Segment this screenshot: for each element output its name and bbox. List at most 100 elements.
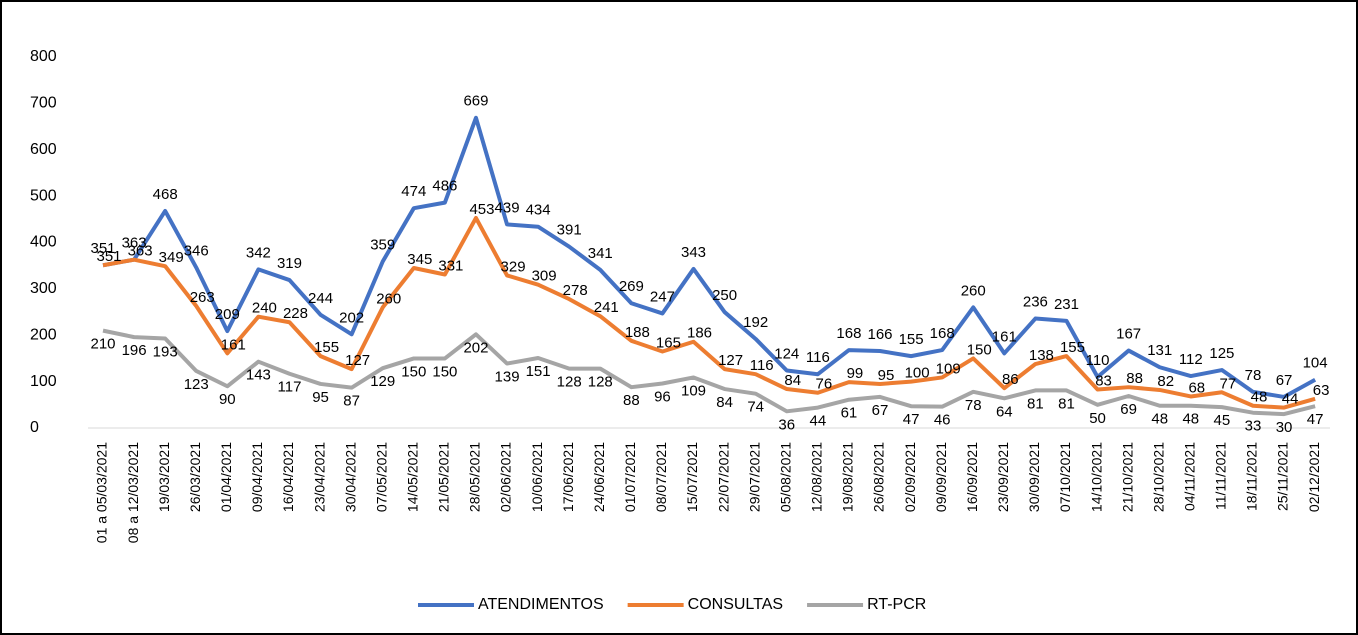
x-tick-label: 16/04/2021 [280, 442, 296, 512]
data-label: 48 [1151, 411, 1168, 428]
x-tick-label: 29/07/2021 [746, 442, 762, 512]
data-label: 202 [463, 339, 488, 356]
data-label: 351 [90, 240, 115, 257]
data-label: 155 [314, 339, 339, 356]
data-label: 81 [1058, 395, 1075, 412]
data-label: 110 [1086, 352, 1110, 369]
data-label: 341 [588, 245, 613, 262]
x-tick-label: 30/04/2021 [342, 442, 358, 512]
data-label: 74 [747, 399, 764, 416]
x-tick-label: 21/10/2021 [1119, 442, 1135, 512]
data-label: 69 [1120, 401, 1137, 418]
data-label: 192 [743, 314, 768, 331]
x-tick-label: 30/09/2021 [1026, 442, 1042, 512]
x-tick-label: 18/11/2021 [1244, 442, 1260, 511]
data-label: 139 [495, 369, 520, 386]
data-label: 342 [246, 244, 271, 261]
data-label: 196 [122, 342, 147, 359]
legend-label: ATENDIMENTOS [478, 596, 604, 613]
series-line [102, 328, 1316, 417]
data-label: 124 [774, 345, 799, 362]
legend-item: ATENDIMENTOS [418, 596, 604, 613]
data-label: 345 [407, 251, 432, 268]
x-tick-label: 24/06/2021 [591, 442, 607, 512]
data-label: 247 [650, 288, 675, 305]
x-tick-label: 16/09/2021 [964, 442, 980, 512]
data-label: 391 [557, 222, 582, 239]
data-label: 116 [806, 349, 830, 366]
x-tick-label: 28/10/2021 [1150, 442, 1166, 512]
x-tick-label: 02/06/2021 [498, 442, 514, 512]
data-label: 150 [401, 363, 426, 380]
data-label: 260 [376, 290, 401, 307]
data-label: 48 [1182, 411, 1199, 428]
data-label: 46 [934, 412, 951, 429]
data-label: 127 [718, 352, 743, 369]
data-label: 309 [532, 268, 557, 285]
data-label: 474 [401, 183, 426, 200]
y-tick-label: 400 [30, 234, 57, 251]
data-label: 278 [563, 282, 588, 299]
data-label: 131 [1147, 342, 1172, 359]
data-label: 96 [654, 388, 671, 405]
data-label: 123 [184, 376, 209, 393]
data-label: 166 [867, 326, 892, 343]
x-tick-label: 05/08/2021 [777, 442, 793, 512]
x-tick-label: 09/04/2021 [249, 442, 265, 512]
data-label: 349 [159, 249, 184, 266]
data-label: 236 [1023, 294, 1048, 311]
data-label: 329 [501, 258, 526, 275]
x-tick-label: 14/10/2021 [1088, 442, 1104, 512]
x-tick-label: 15/07/2021 [684, 442, 700, 512]
data-label: 88 [623, 392, 640, 409]
data-label: 161 [221, 336, 246, 353]
data-label: 231 [1054, 296, 1079, 313]
x-tick-label: 19/03/2021 [156, 442, 172, 512]
data-label: 129 [370, 373, 395, 390]
data-label: 669 [463, 93, 488, 110]
data-label: 112 [1179, 351, 1203, 368]
data-label: 151 [526, 363, 551, 380]
data-label: 150 [967, 341, 992, 358]
data-label: 116 [750, 357, 774, 374]
data-label: 104 [1303, 355, 1328, 372]
x-tick-label: 04/11/2021 [1182, 442, 1198, 511]
data-label: 167 [1116, 326, 1141, 343]
data-label: 90 [219, 391, 236, 408]
data-label: 44 [1282, 391, 1299, 408]
y-tick-label: 100 [30, 373, 57, 390]
data-label: 30 [1276, 419, 1293, 436]
data-label: 95 [878, 367, 895, 384]
data-label: 186 [687, 325, 712, 342]
data-label: 128 [557, 374, 582, 391]
x-tick-label: 26/03/2021 [187, 442, 203, 512]
data-label: 363 [128, 243, 153, 260]
y-tick-label: 200 [30, 326, 57, 343]
data-label: 250 [712, 287, 737, 304]
x-tick-label: 08/07/2021 [653, 442, 669, 512]
y-tick-label: 800 [30, 48, 57, 65]
data-label: 351 [96, 248, 121, 265]
y-tick-label: 600 [30, 141, 57, 158]
x-tick-label: 22/07/2021 [715, 442, 731, 512]
data-label: 68 [1188, 379, 1205, 396]
data-label: 33 [1245, 418, 1262, 435]
x-tick-label: 12/08/2021 [809, 442, 825, 512]
y-tick-label: 700 [30, 95, 57, 112]
data-label: 125 [1209, 345, 1234, 362]
data-label: 269 [619, 278, 644, 295]
data-label: 84 [784, 372, 801, 389]
data-label: 86 [1002, 371, 1019, 388]
x-tick-label: 11/11/2021 [1213, 442, 1229, 510]
data-label: 64 [996, 403, 1013, 420]
x-tick-label: 08 a 12/03/2021 [125, 442, 141, 543]
data-label: 346 [184, 243, 209, 260]
data-label: 117 [278, 379, 302, 396]
x-tick-label: 28/05/2021 [467, 442, 483, 512]
x-tick-label: 09/09/2021 [933, 442, 949, 512]
x-tick-label: 23/09/2021 [995, 442, 1011, 512]
data-label: 155 [1060, 339, 1085, 356]
data-label: 439 [495, 199, 520, 216]
legend-item: CONSULTAS [627, 596, 783, 613]
